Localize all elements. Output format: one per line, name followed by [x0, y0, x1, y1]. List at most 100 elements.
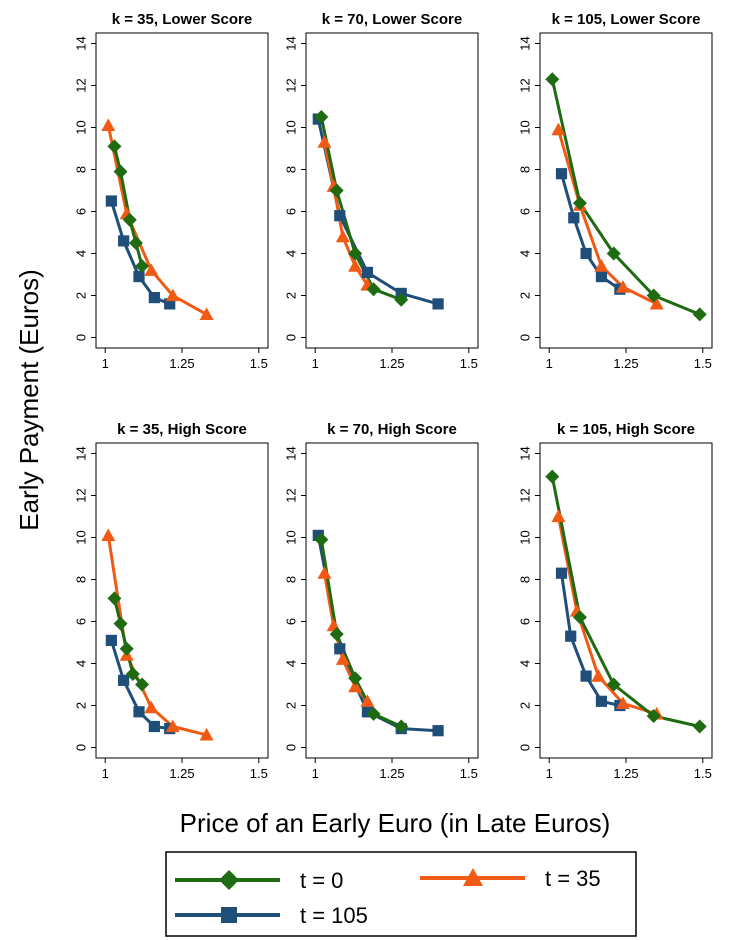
data-point-t35 [360, 694, 375, 707]
legend-label-t35: t = 35 [545, 866, 601, 891]
data-point-t0 [128, 236, 143, 250]
data-point-t35 [335, 652, 350, 665]
data-point-t35 [101, 528, 116, 541]
panel-title: k = 105, Lower Score [552, 11, 701, 28]
y-tick-label: 0 [73, 744, 88, 751]
data-point-t0 [366, 282, 381, 297]
y-tick-label: 2 [517, 702, 532, 709]
data-point-t0 [314, 532, 329, 547]
data-point-t35 [348, 259, 363, 272]
data-point-t0 [107, 139, 122, 154]
data-point-t35 [317, 135, 332, 148]
panel-title: k = 70, Lower Score [322, 11, 463, 28]
y-tick-label: 8 [517, 576, 532, 583]
x-tick-label: 1.25 [613, 356, 638, 371]
y-tick-label: 10 [283, 530, 298, 544]
data-point-t0 [107, 591, 122, 606]
data-point-t35 [551, 509, 566, 523]
y-tick-label: 10 [517, 120, 532, 134]
data-point-t0 [394, 292, 409, 307]
y-tick-label: 12 [73, 78, 88, 92]
panel-4: k = 35, High Score 0 2 4 6 8 10 12 14 1 1.25 1.5 [73, 421, 269, 781]
data-point-t35 [101, 118, 116, 131]
data-point-t105 [105, 634, 117, 646]
data-point-t0 [122, 212, 137, 227]
data-point-t35 [144, 700, 159, 714]
panel-6: k = 105, High Score 0 2 4 6 8 10 12 14 1 1.25 1.5 [517, 421, 713, 781]
panel-3: k = 105, Lower Score 0 2 4 6 8 10 12 14 1 1.25 1.5 [517, 11, 713, 371]
y-tick-label: 0 [283, 334, 298, 341]
data-point-t0 [135, 259, 150, 274]
data-point-t35 [615, 280, 630, 293]
data-point-t105 [334, 643, 346, 655]
y-tick-label: 14 [283, 446, 298, 460]
x-tick-label: 1 [546, 356, 553, 371]
data-point-t0 [329, 183, 344, 198]
x-tick-label: 1.25 [379, 766, 404, 781]
data-point-t105 [595, 695, 608, 707]
data-point-t35 [551, 122, 566, 136]
y-tick-label: 4 [517, 250, 532, 257]
data-point-t105 [105, 195, 117, 207]
y-tick-label: 0 [517, 334, 532, 341]
data-point-t105 [312, 529, 324, 541]
y-tick-label: 12 [517, 78, 532, 92]
y-tick-label: 12 [283, 78, 298, 92]
data-point-t35 [348, 679, 363, 693]
data-point-t105 [555, 567, 568, 579]
data-point-t0 [329, 627, 344, 642]
y-tick-label: 10 [517, 530, 532, 544]
data-point-t0 [394, 719, 409, 734]
series-line-t105 [109, 200, 171, 306]
y-tick-label: 0 [517, 744, 532, 751]
data-point-t35 [335, 229, 350, 243]
panel-1: k = 35, Lower Score 0 2 4 6 8 10 12 14 1 1.25 1.5 [73, 11, 269, 371]
legend: t = 0 t = 35 t = 105 [165, 851, 637, 937]
y-axis-title: Early Payment (Euros) [14, 269, 44, 531]
y-tick-label: 12 [73, 488, 88, 502]
y-tick-label: 12 [517, 488, 532, 502]
x-tick-label: 1.5 [460, 766, 478, 781]
data-point-t105 [164, 298, 176, 310]
y-tick-label: 14 [517, 446, 532, 460]
y-tick-label: 10 [283, 120, 298, 134]
y-tick-label: 6 [517, 618, 532, 625]
data-point-t0 [572, 610, 587, 625]
y-tick-label: 6 [283, 618, 298, 625]
data-point-t0 [348, 246, 363, 261]
data-point-t35 [649, 296, 664, 310]
y-tick-label: 14 [73, 36, 88, 50]
data-point-t105 [568, 212, 580, 224]
plot-frame [95, 442, 269, 759]
x-tick-label: 1.25 [613, 766, 638, 781]
y-tick-label: 6 [73, 618, 88, 625]
x-tick-label: 1.5 [250, 766, 268, 781]
data-point-t0 [572, 196, 587, 211]
legend-marker-t0 [219, 870, 239, 890]
data-point-t35 [591, 669, 606, 682]
panel-2: k = 70, Lower Score 0 2 4 6 8 10 12 14 1 1.25 1.5 [283, 11, 479, 371]
y-tick-label: 10 [73, 120, 88, 134]
x-tick-label: 1.5 [460, 356, 478, 371]
y-tick-label: 2 [73, 292, 88, 299]
x-tick-label: 1.25 [169, 766, 194, 781]
series-line-t0 [112, 598, 144, 686]
panel-title: k = 105, High Score [557, 421, 695, 438]
y-tick-label: 10 [73, 530, 88, 544]
data-point-t0 [646, 288, 661, 303]
data-point-t35 [144, 263, 159, 276]
data-point-t105 [148, 292, 160, 304]
data-point-t105 [580, 247, 592, 260]
data-point-t105 [565, 630, 577, 642]
data-point-t0 [125, 667, 140, 681]
data-point-t0 [545, 72, 560, 87]
y-tick-label: 8 [283, 576, 298, 583]
x-tick-label: 1.25 [379, 356, 404, 371]
data-point-t0 [606, 677, 621, 692]
data-point-t0 [314, 110, 329, 124]
data-point-t0 [545, 469, 560, 484]
data-point-t105 [555, 168, 568, 180]
data-point-t105 [432, 298, 444, 310]
